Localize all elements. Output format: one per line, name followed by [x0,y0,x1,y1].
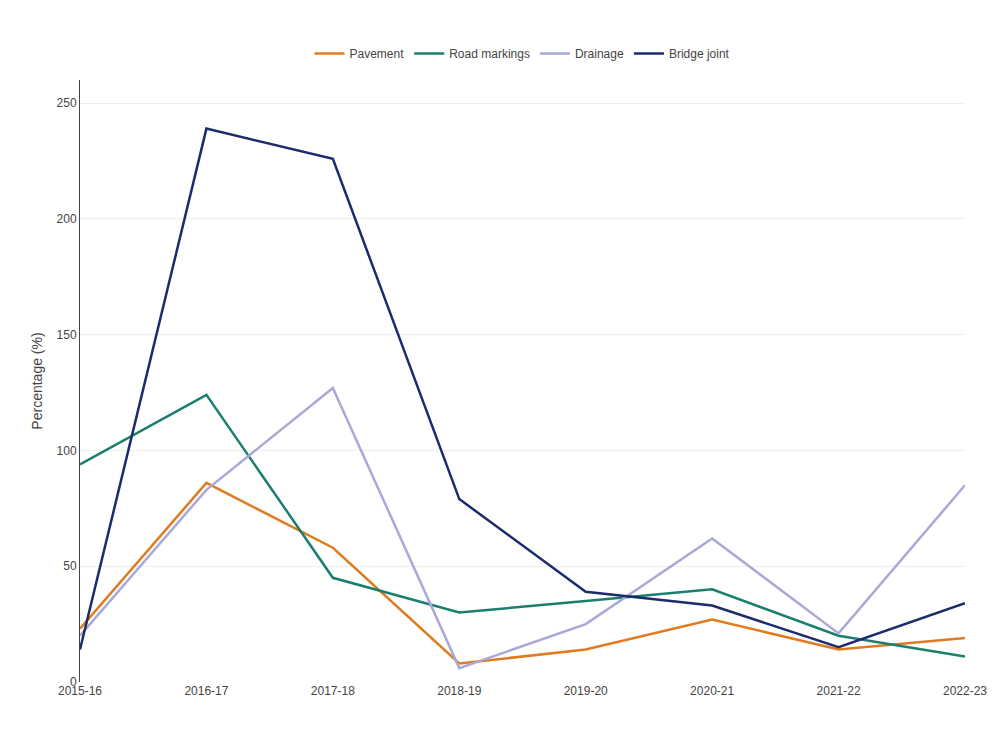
svg-text:Pavement: Pavement [350,47,405,61]
svg-text:2017-18: 2017-18 [311,684,355,698]
svg-text:2015-16: 2015-16 [58,684,102,698]
svg-text:2021-22: 2021-22 [817,684,861,698]
svg-text:Bridge joint: Bridge joint [669,47,730,61]
svg-text:250: 250 [57,96,77,110]
svg-text:2020-21: 2020-21 [690,684,734,698]
svg-text:2018-19: 2018-19 [437,684,481,698]
svg-text:2016-17: 2016-17 [184,684,228,698]
svg-text:2022-23: 2022-23 [943,684,987,698]
svg-text:100: 100 [57,444,77,458]
svg-text:2019-20: 2019-20 [564,684,608,698]
svg-text:Percentage (%): Percentage (%) [29,332,45,429]
svg-text:Drainage: Drainage [575,47,624,61]
svg-text:50: 50 [63,559,77,573]
svg-text:150: 150 [57,328,77,342]
svg-text:0: 0 [70,675,77,689]
svg-text:200: 200 [57,212,77,226]
svg-text:Road markings: Road markings [449,47,530,61]
